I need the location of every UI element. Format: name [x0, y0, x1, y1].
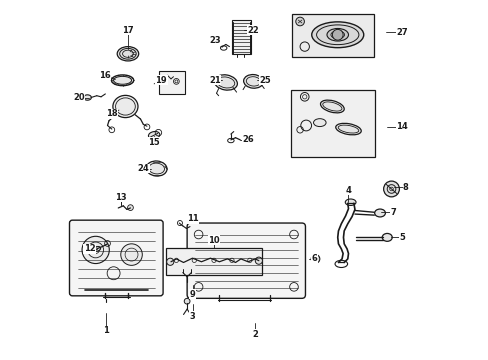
Text: 2: 2	[252, 330, 258, 339]
Text: 5: 5	[399, 233, 405, 242]
Text: 3: 3	[189, 312, 195, 321]
Ellipse shape	[113, 95, 138, 118]
Circle shape	[184, 298, 190, 304]
Ellipse shape	[243, 75, 263, 88]
Text: 4: 4	[345, 185, 351, 194]
Text: 16: 16	[99, 71, 110, 80]
Ellipse shape	[311, 22, 363, 48]
Text: 19: 19	[155, 76, 167, 85]
Text: 18: 18	[106, 109, 118, 118]
Text: 20: 20	[73, 93, 84, 102]
Ellipse shape	[382, 233, 391, 241]
Circle shape	[82, 236, 109, 264]
Ellipse shape	[313, 119, 325, 127]
Text: 1: 1	[103, 326, 109, 335]
Circle shape	[295, 17, 304, 26]
Bar	[231, 21, 250, 54]
Text: 13: 13	[115, 193, 126, 202]
Text: 11: 11	[186, 214, 198, 223]
Text: 24: 24	[137, 164, 149, 173]
Circle shape	[332, 30, 343, 40]
Ellipse shape	[214, 75, 237, 90]
Bar	[159, 71, 184, 94]
Ellipse shape	[374, 209, 385, 217]
Bar	[165, 248, 262, 275]
Text: 15: 15	[148, 138, 160, 147]
Text: 10: 10	[208, 236, 220, 245]
Ellipse shape	[94, 247, 101, 251]
Text: 21: 21	[209, 76, 221, 85]
Ellipse shape	[326, 28, 348, 41]
Text: 8: 8	[402, 183, 408, 192]
Text: 9: 9	[189, 289, 195, 298]
Ellipse shape	[146, 161, 167, 176]
Ellipse shape	[111, 75, 133, 86]
Circle shape	[383, 181, 399, 197]
Ellipse shape	[335, 123, 361, 135]
Circle shape	[310, 255, 319, 263]
Text: 26: 26	[242, 135, 253, 144]
Text: 6: 6	[311, 255, 317, 264]
Text: 23: 23	[209, 36, 221, 45]
Bar	[290, 90, 375, 157]
Circle shape	[166, 258, 174, 265]
Circle shape	[255, 257, 262, 264]
Ellipse shape	[345, 199, 355, 206]
Text: 25: 25	[259, 76, 271, 85]
Ellipse shape	[117, 46, 139, 61]
Bar	[291, 14, 373, 57]
FancyBboxPatch shape	[187, 223, 305, 298]
Text: 12: 12	[83, 244, 95, 253]
Text: 17: 17	[122, 26, 134, 35]
FancyBboxPatch shape	[69, 220, 163, 296]
Text: 27: 27	[396, 28, 407, 37]
Text: 7: 7	[389, 208, 395, 217]
Ellipse shape	[320, 100, 344, 113]
Circle shape	[127, 205, 133, 211]
Text: 14: 14	[396, 122, 407, 131]
Text: 22: 22	[247, 26, 259, 35]
Ellipse shape	[83, 95, 91, 100]
Circle shape	[121, 244, 142, 265]
Ellipse shape	[148, 131, 160, 139]
